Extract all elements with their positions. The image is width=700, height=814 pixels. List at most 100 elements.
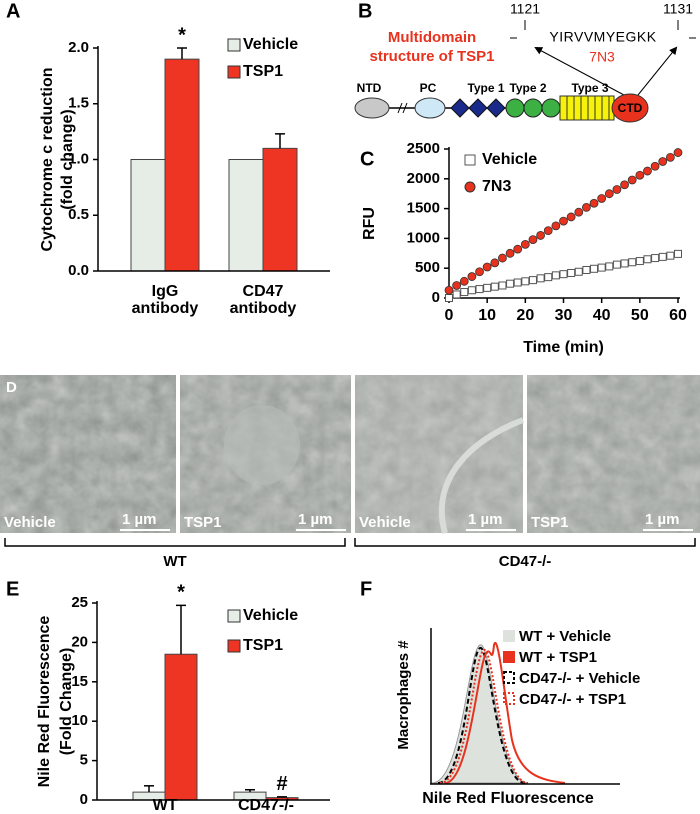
annotation: # — [276, 773, 287, 795]
y-tick-label: 0 — [432, 289, 440, 306]
panel-label: F — [360, 578, 372, 600]
micrographs: D Vehicle 1 µm TSP1 1 µm Vehicle 1 µm TS… — [0, 375, 700, 570]
marker — [651, 254, 660, 263]
domain-diagram: Multidomain structure of TSP1 1121 1131 … — [354, 1, 696, 123]
marker — [620, 180, 629, 190]
marker — [498, 281, 507, 290]
marker — [605, 262, 614, 271]
marker — [490, 282, 499, 291]
legend-swatch — [464, 154, 476, 166]
legend-swatch — [503, 651, 515, 663]
panel-label: A — [6, 0, 20, 22]
marker — [597, 263, 606, 272]
panel-label: E — [6, 578, 19, 600]
diagram-title: structure of TSP1 — [369, 48, 494, 65]
break — [402, 102, 408, 114]
y-axis-label: (Fold Change) — [58, 648, 75, 756]
x-axis-label: Time (min) — [523, 339, 604, 356]
x-tick-label: CD47 antibody — [230, 283, 297, 317]
x-tick-label: 50 — [631, 307, 649, 324]
marker — [460, 288, 469, 297]
y-tick-label: 10 — [71, 712, 88, 729]
marker — [543, 226, 553, 236]
group-label: WT — [163, 553, 186, 570]
panel-label: D — [6, 379, 17, 396]
marker — [635, 170, 645, 180]
marker — [604, 189, 614, 199]
group-label: CD47-/- — [499, 553, 552, 570]
residue-number: 1121 — [510, 1, 540, 17]
legend-swatch — [503, 671, 515, 684]
cell — [224, 405, 300, 485]
marker — [467, 272, 477, 281]
marker — [498, 253, 507, 263]
legend-label: WT + Vehicle — [519, 628, 611, 645]
legend-swatch — [503, 630, 515, 642]
sequence: YIRVVMYEGKK — [549, 29, 656, 45]
y-tick-label: 0.0 — [68, 262, 89, 279]
diagram-title: Multidomain — [388, 29, 476, 46]
bar — [130, 159, 166, 272]
flow-histogram: Macrophages # Nile Red Fluorescence WT +… — [395, 628, 640, 807]
curve-wt-vehicle — [431, 644, 529, 784]
marker — [658, 157, 668, 166]
marker — [574, 207, 584, 217]
marker — [467, 286, 476, 295]
domain-label: Type 2 — [509, 81, 546, 95]
x-tick-label: 20 — [516, 307, 534, 324]
arrow — [637, 46, 678, 96]
marker — [445, 294, 453, 302]
domain-type2 — [523, 98, 543, 118]
x-tick-label: 30 — [555, 307, 573, 324]
y-tick-label: 20 — [71, 633, 88, 650]
marker — [582, 265, 591, 274]
legend-swatch — [227, 639, 241, 653]
y-tick-label: 2500 — [407, 140, 440, 157]
domain-ntd — [354, 97, 390, 119]
x-tick-label-line: antibody — [132, 300, 199, 317]
error-bar — [177, 47, 187, 60]
marker — [612, 185, 622, 194]
marker — [559, 216, 568, 226]
x-axis-label: Nile Red Fluorescence — [422, 790, 594, 807]
domain-type1 — [450, 98, 506, 118]
domain-pc — [414, 97, 446, 119]
y-tick-label: 0.5 — [68, 206, 89, 223]
marker — [544, 273, 553, 282]
micrograph-label: Vehicle — [4, 514, 56, 531]
x-tick-label: IgG antibody — [132, 283, 199, 317]
marker — [528, 276, 537, 285]
marker — [620, 259, 629, 268]
break — [397, 102, 403, 114]
marker — [665, 152, 675, 162]
domain-type3 — [559, 95, 615, 121]
arrow — [534, 47, 625, 96]
y-tick-label: 2000 — [407, 170, 440, 187]
marker — [589, 198, 599, 208]
legend-label: CD47-/- + Vehicle — [519, 670, 640, 687]
marker — [650, 161, 660, 171]
y-tick-label: 5 — [80, 752, 88, 769]
legend-swatch — [227, 609, 241, 623]
marker — [574, 267, 583, 276]
y-axis-label: (fold change) — [59, 109, 76, 209]
error-bar — [176, 604, 186, 655]
legend-label: TSP1 — [243, 63, 283, 80]
marker — [475, 285, 484, 294]
x-tick-label: CD47-/- — [238, 797, 294, 814]
marker — [567, 268, 576, 277]
panel-label: C — [360, 148, 374, 170]
micrograph-texture — [0, 375, 176, 533]
x-tick-label: 10 — [478, 307, 496, 324]
y-tick-label: 1.5 — [68, 95, 89, 112]
group-bracket — [354, 538, 696, 547]
marker — [452, 281, 462, 290]
marker — [612, 260, 621, 269]
domain-type2 — [505, 98, 525, 118]
marker — [536, 231, 545, 240]
marker — [513, 244, 523, 254]
y-tick-label: 2.0 — [68, 39, 89, 56]
scale-label: 1 µm — [645, 511, 680, 528]
domain-label: PC — [420, 81, 437, 95]
